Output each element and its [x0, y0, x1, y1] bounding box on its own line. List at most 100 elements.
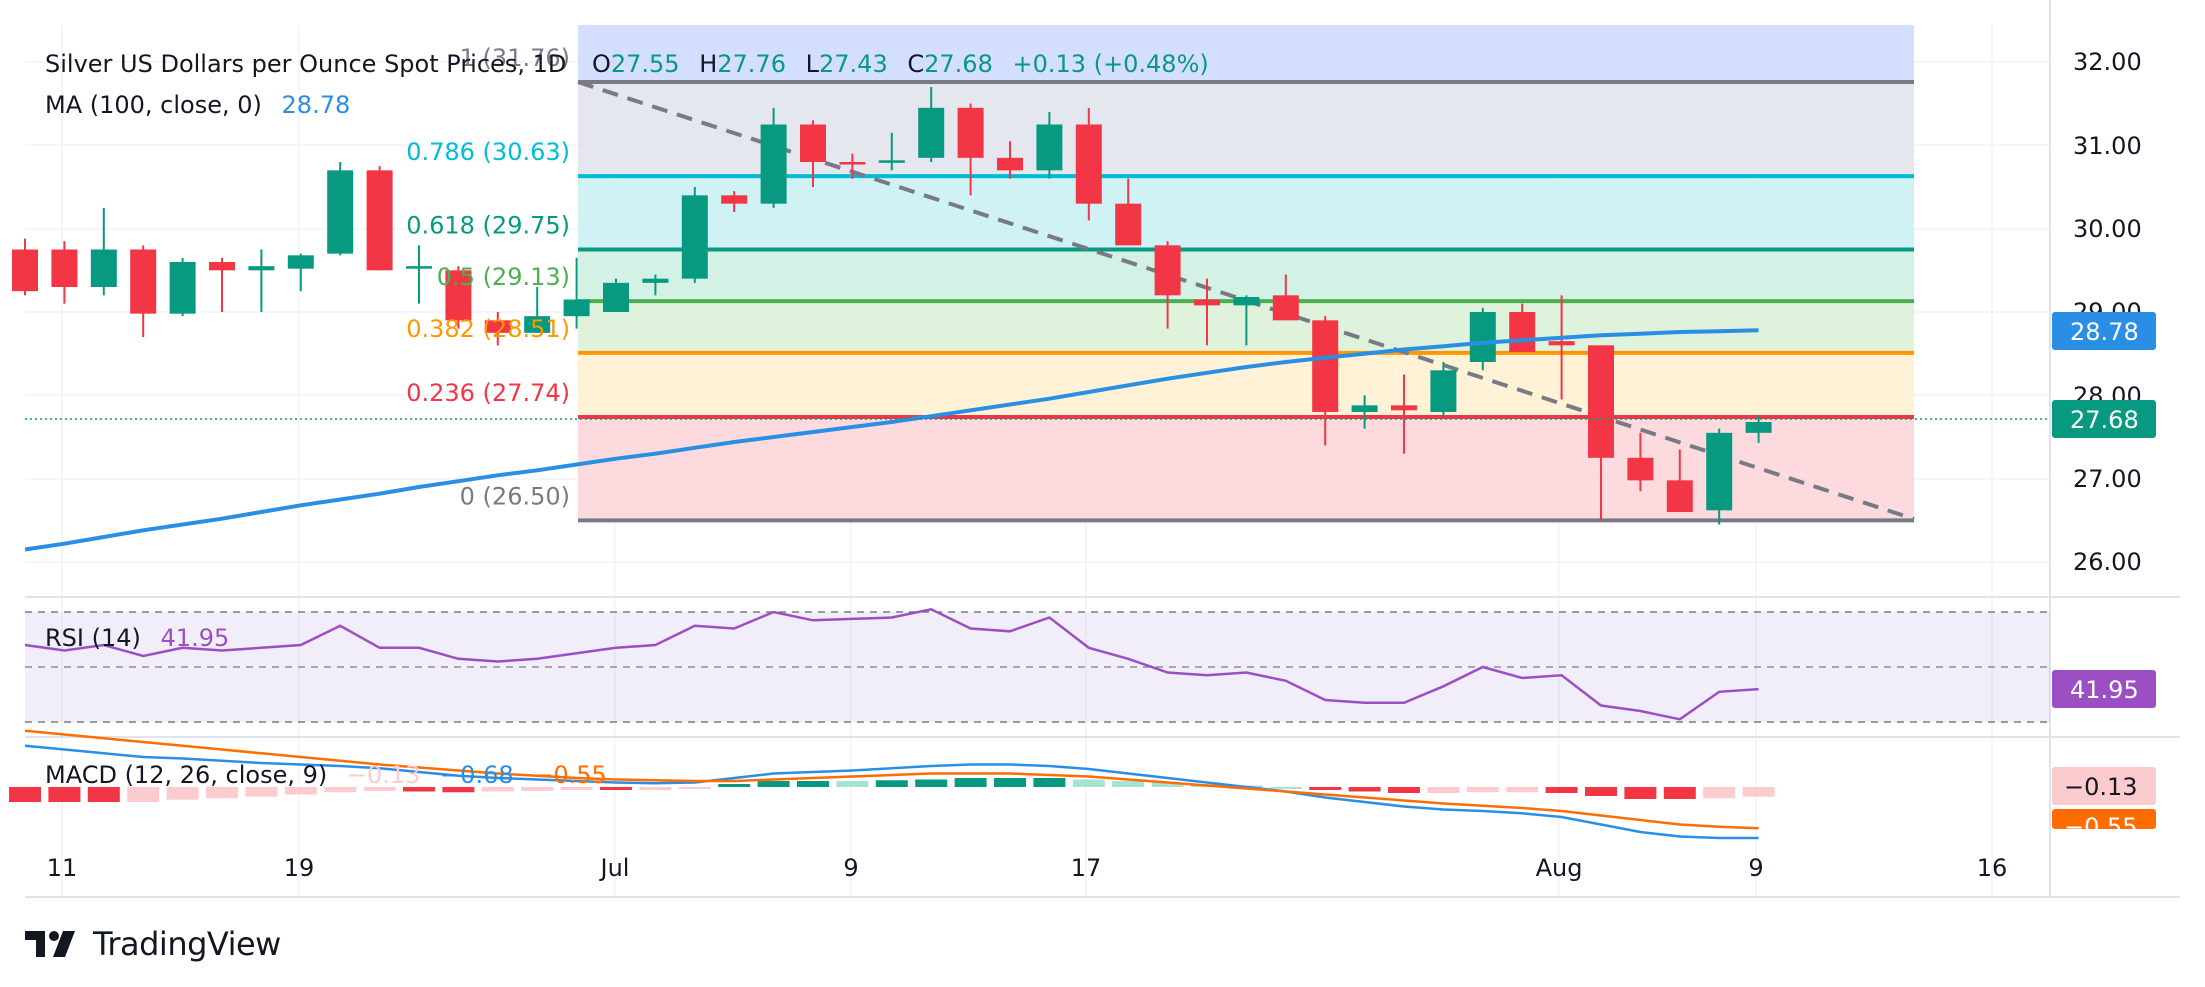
macd-hist-bar [1506, 787, 1539, 793]
macd-hist-bar [127, 787, 160, 802]
price-tick: 26.00 [2073, 548, 2142, 576]
price-tick: 27.00 [2073, 465, 2142, 493]
price-tick: 31.00 [2073, 132, 2142, 160]
ma-label: MA (100, close, 0) [45, 91, 262, 119]
macd-hist-bar [1703, 787, 1736, 799]
price-axis[interactable]: 32.00 31.00 30.00 29.00 28.00 27.00 26.0… [2052, 48, 2156, 841]
macd-panel[interactable] [9, 729, 1775, 840]
macd-label: MACD (12, 26, close, 9) [45, 761, 327, 789]
candle [681, 187, 708, 283]
candle [1312, 316, 1339, 446]
candle [721, 191, 748, 212]
candle [997, 141, 1023, 179]
candle [327, 162, 354, 256]
candle [918, 87, 945, 162]
time-tick: 19 [284, 854, 315, 882]
candle [248, 249, 275, 312]
fib-zone [578, 25, 1914, 82]
ma-100-line [24, 328, 1759, 552]
low-value: 27.43 [819, 50, 888, 78]
timeframe: 1D [533, 50, 567, 78]
open-label: O [592, 50, 611, 78]
candle [484, 312, 511, 346]
low-label: L [806, 50, 820, 78]
rsi-label: RSI (14) [45, 624, 141, 652]
rsi-legend: RSI (14) 41.95 [45, 624, 229, 652]
macd-hist-bar [600, 787, 632, 790]
candle [1351, 395, 1378, 429]
macd-hist-bar [915, 779, 948, 787]
fib-level-label: 0.5 (29.13) [437, 263, 570, 291]
candle [1588, 345, 1614, 521]
macd-hist-bar [560, 787, 593, 790]
candle [445, 266, 472, 329]
candle [1627, 432, 1654, 492]
fib-zone [578, 249, 1914, 302]
close-value: 27.68 [924, 50, 993, 78]
candle [1391, 374, 1417, 454]
candle [287, 253, 314, 292]
macd-hist-bar [1269, 787, 1302, 789]
macd-hist-bar [678, 787, 711, 789]
candle [1233, 295, 1260, 346]
fib-level-label: 0.382 (28.51) [406, 315, 570, 343]
macd-value: −0.68 [440, 761, 514, 789]
tradingview-wordmark: TradingView [93, 925, 281, 963]
candle [169, 257, 196, 317]
last-price-badge: 27.68 [2052, 400, 2156, 438]
rsi-panel[interactable] [24, 607, 2050, 723]
candle [1430, 362, 1457, 417]
time-axis[interactable]: 11 19 Jul 9 17 Aug 9 16 [47, 854, 2008, 882]
macd-hist-bar [875, 780, 908, 787]
candle [524, 287, 551, 333]
ma-value: 28.78 [282, 91, 351, 119]
svg-text:41.95: 41.95 [2070, 676, 2139, 704]
candle [1469, 307, 1496, 371]
candle [51, 241, 78, 304]
macd-hist-bar [1388, 787, 1420, 793]
high-label: H [699, 50, 717, 78]
fib-zone [578, 176, 1914, 250]
macd-hist-bar [1585, 787, 1617, 796]
fib-level-label: 0.236 (27.74) [406, 379, 570, 407]
macd-hist-bar [1624, 787, 1657, 799]
macd-hist-bar [1033, 778, 1066, 787]
macd-hist-bar [797, 781, 829, 787]
candle [209, 257, 235, 312]
macd-hist-bar [994, 778, 1026, 787]
macd-hist-bar [1309, 787, 1342, 790]
rsi-line [24, 607, 1759, 721]
candle [366, 166, 393, 271]
macd-hist-bar [1742, 787, 1775, 797]
macd-hist-bar [1663, 787, 1696, 799]
ma-price-badge: 28.78 [2052, 312, 2156, 350]
macd-hist-bar [718, 784, 751, 787]
macd-hist-badge: −0.13 [2052, 767, 2156, 805]
price-panel[interactable]: 1 (31.76) 0.786 (30.63) 0.618 (29.75) 0.5 (… [12, 25, 2050, 897]
high-value: 27.76 [717, 50, 786, 78]
candle [1075, 107, 1102, 221]
candle [760, 107, 787, 208]
macd-histogram [9, 778, 1775, 802]
main-legend: Silver US Dollars per Ounce Spot Prices,… [45, 50, 1209, 119]
time-tick: 11 [47, 854, 78, 882]
candle [130, 245, 157, 337]
fib-level-label: 0 (26.50) [460, 482, 570, 510]
open-value: 27.55 [611, 50, 680, 78]
macd-hist-bar [757, 781, 790, 787]
tradingview-branding[interactable]: TradingView [25, 925, 281, 963]
svg-text:−0.55: −0.55 [2064, 813, 2138, 841]
macd-hist-bar [206, 787, 238, 799]
macd-hist-bar [954, 778, 987, 787]
rsi-band [25, 612, 2050, 722]
candle [1272, 274, 1299, 321]
signal-badge: −0.55 [2052, 809, 2156, 841]
macd-hist-bar [9, 787, 41, 802]
macd-hist-bar [166, 787, 199, 800]
candle [1115, 178, 1142, 246]
fibonacci-labels: 1 (31.76) 0.786 (30.63) 0.618 (29.75) 0.5 (… [406, 44, 570, 510]
candle [12, 238, 38, 296]
macd-hist-bar [1348, 787, 1381, 792]
macd-line [24, 744, 1759, 840]
